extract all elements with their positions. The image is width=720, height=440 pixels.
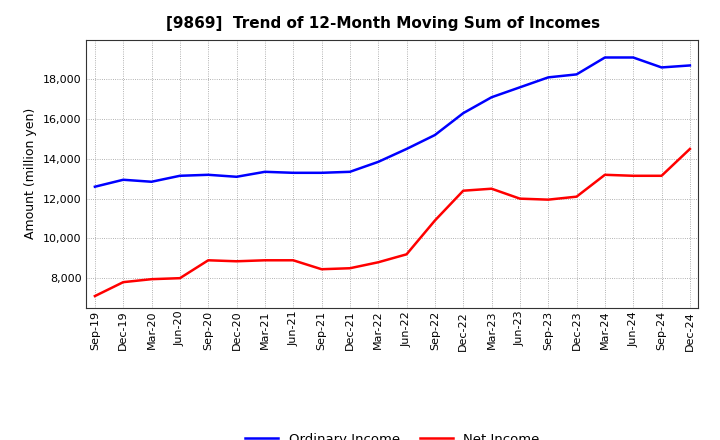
Net Income (544, 197, 552, 202)
Net Income (459, 188, 467, 193)
Ordinary Income (516, 84, 524, 90)
Line: Net Income: Net Income (95, 149, 690, 296)
Net Income (402, 252, 411, 257)
Ordinary Income (119, 177, 127, 183)
Net Income (148, 276, 156, 282)
Net Income (346, 266, 354, 271)
Ordinary Income (91, 184, 99, 189)
Net Income (318, 267, 326, 272)
Net Income (261, 258, 269, 263)
Ordinary Income (459, 110, 467, 116)
Net Income (572, 194, 581, 199)
Ordinary Income (572, 72, 581, 77)
Net Income (685, 147, 694, 152)
Legend: Ordinary Income, Net Income: Ordinary Income, Net Income (240, 427, 545, 440)
Net Income (176, 275, 184, 281)
Net Income (119, 279, 127, 285)
Net Income (374, 260, 382, 265)
Ordinary Income (657, 65, 666, 70)
Ordinary Income (374, 159, 382, 165)
Ordinary Income (685, 63, 694, 68)
Ordinary Income (431, 132, 439, 138)
Net Income (657, 173, 666, 179)
Net Income (600, 172, 609, 177)
Net Income (289, 258, 297, 263)
Ordinary Income (318, 170, 326, 176)
Net Income (91, 293, 99, 299)
Ordinary Income (346, 169, 354, 174)
Net Income (629, 173, 637, 179)
Net Income (233, 259, 241, 264)
Ordinary Income (233, 174, 241, 180)
Ordinary Income (600, 55, 609, 60)
Net Income (204, 258, 212, 263)
Ordinary Income (289, 170, 297, 176)
Line: Ordinary Income: Ordinary Income (95, 58, 690, 187)
Ordinary Income (148, 179, 156, 184)
Net Income (516, 196, 524, 201)
Y-axis label: Amount (million yen): Amount (million yen) (24, 108, 37, 239)
Net Income (487, 186, 496, 191)
Ordinary Income (204, 172, 212, 177)
Text: [9869]  Trend of 12-Month Moving Sum of Incomes: [9869] Trend of 12-Month Moving Sum of I… (166, 16, 600, 32)
Ordinary Income (544, 75, 552, 80)
Net Income (431, 218, 439, 223)
Ordinary Income (261, 169, 269, 174)
Ordinary Income (629, 55, 637, 60)
Ordinary Income (176, 173, 184, 179)
Ordinary Income (487, 95, 496, 100)
Ordinary Income (402, 147, 411, 152)
